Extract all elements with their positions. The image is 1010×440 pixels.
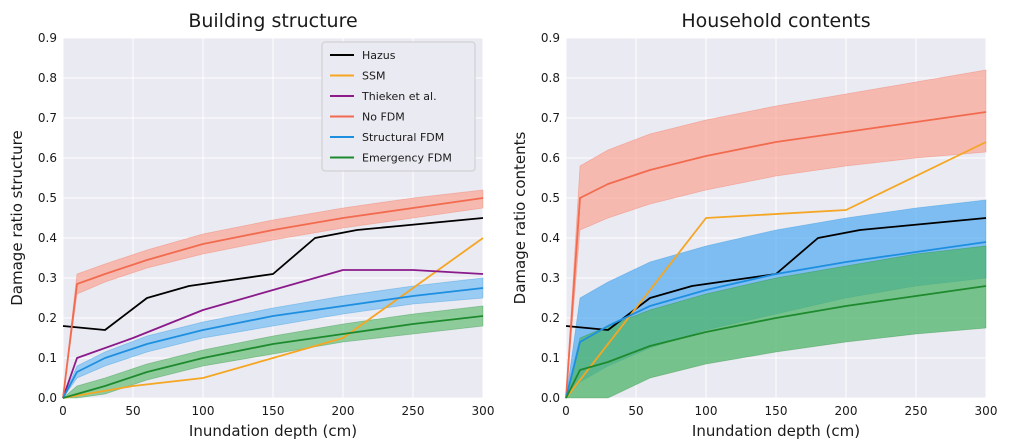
series-line-3 [62,197,484,399]
series-line-1 [62,237,484,399]
uncertainty-band-4 [565,245,987,399]
x-tick-label: 0 [562,404,570,418]
x-axis-label: Inundation depth (cm) [189,422,357,440]
legend-entry: Thieken et al. [361,90,437,103]
y-tick-label: 0.8 [541,71,560,85]
y-tick-label: 0.7 [541,111,560,125]
y-tick-label: 0.1 [541,351,560,365]
series-line-4 [62,287,484,399]
y-tick-label: 0.4 [541,231,560,245]
legend-entry: Structural FDM [362,131,444,144]
legend-entry: SSM [362,70,385,83]
y-axis-label: Damage ratio structure [8,130,26,306]
x-tick-label: 150 [765,404,788,418]
legend-entry: No FDM [362,111,405,124]
y-tick-label: 0.6 [541,151,560,165]
y-tick-label: 0.5 [541,191,560,205]
x-tick-label: 300 [975,404,998,418]
y-tick-label: 0.0 [38,391,57,405]
y-tick-label: 0.3 [38,271,57,285]
chart-title: Building structure [188,10,357,32]
y-tick-label: 0.4 [38,231,57,245]
y-tick-label: 0.0 [541,391,560,405]
y-tick-label: 0.5 [38,191,57,205]
y-tick-label: 0.2 [541,311,560,325]
y-axis-label: Damage ratio contents [511,131,529,304]
uncertainty-band-3 [62,189,484,399]
series-line-2 [62,269,484,399]
x-tick-label: 250 [402,404,425,418]
chart-title: Household contents [681,10,870,32]
y-tick-label: 0.1 [38,351,57,365]
y-tick-label: 0.6 [38,151,57,165]
x-tick-label: 200 [835,404,858,418]
legend-entry: Hazus [362,49,396,62]
x-tick-label: 100 [695,404,718,418]
legend: Hazus SSM Thieken et al. No FDM Structural F… [321,41,476,172]
uncertainty-band-2 [565,69,987,399]
y-tick-label: 0.8 [38,71,57,85]
x-tick-label: 50 [628,404,643,418]
y-tick-label: 0.3 [541,271,560,285]
x-tick-label: 100 [192,404,215,418]
chart-panel-0: 0 50 100 150 200 250 300 0.0 0.1 0.2 0.3 0.4 0.5 0.6 0… [8,10,494,440]
x-tick-label: 0 [59,404,67,418]
y-tick-label: 0.9 [541,31,560,45]
x-tick-label: 50 [125,404,140,418]
series-line-5 [62,315,484,399]
x-tick-label: 250 [905,404,928,418]
y-tick-label: 0.2 [38,311,57,325]
series-line-1 [565,141,987,399]
x-tick-label: 150 [262,404,285,418]
legend-entry: Emergency FDM [362,152,452,165]
x-tick-label: 200 [332,404,355,418]
chart-panel-1: 0 50 100 150 200 250 300 0.0 0.1 0.2 0.3 0.4 0.5 0.6 0… [511,10,997,440]
x-tick-label: 300 [472,404,495,418]
series-line-3 [565,241,987,399]
legend-box [321,41,476,172]
y-tick-label: 0.9 [38,31,57,45]
series-line-0 [62,217,484,331]
series-line-2 [565,111,987,399]
series-line-4 [565,285,987,399]
y-tick-label: 0.7 [38,111,57,125]
x-axis-label: Inundation depth (cm) [692,422,860,440]
